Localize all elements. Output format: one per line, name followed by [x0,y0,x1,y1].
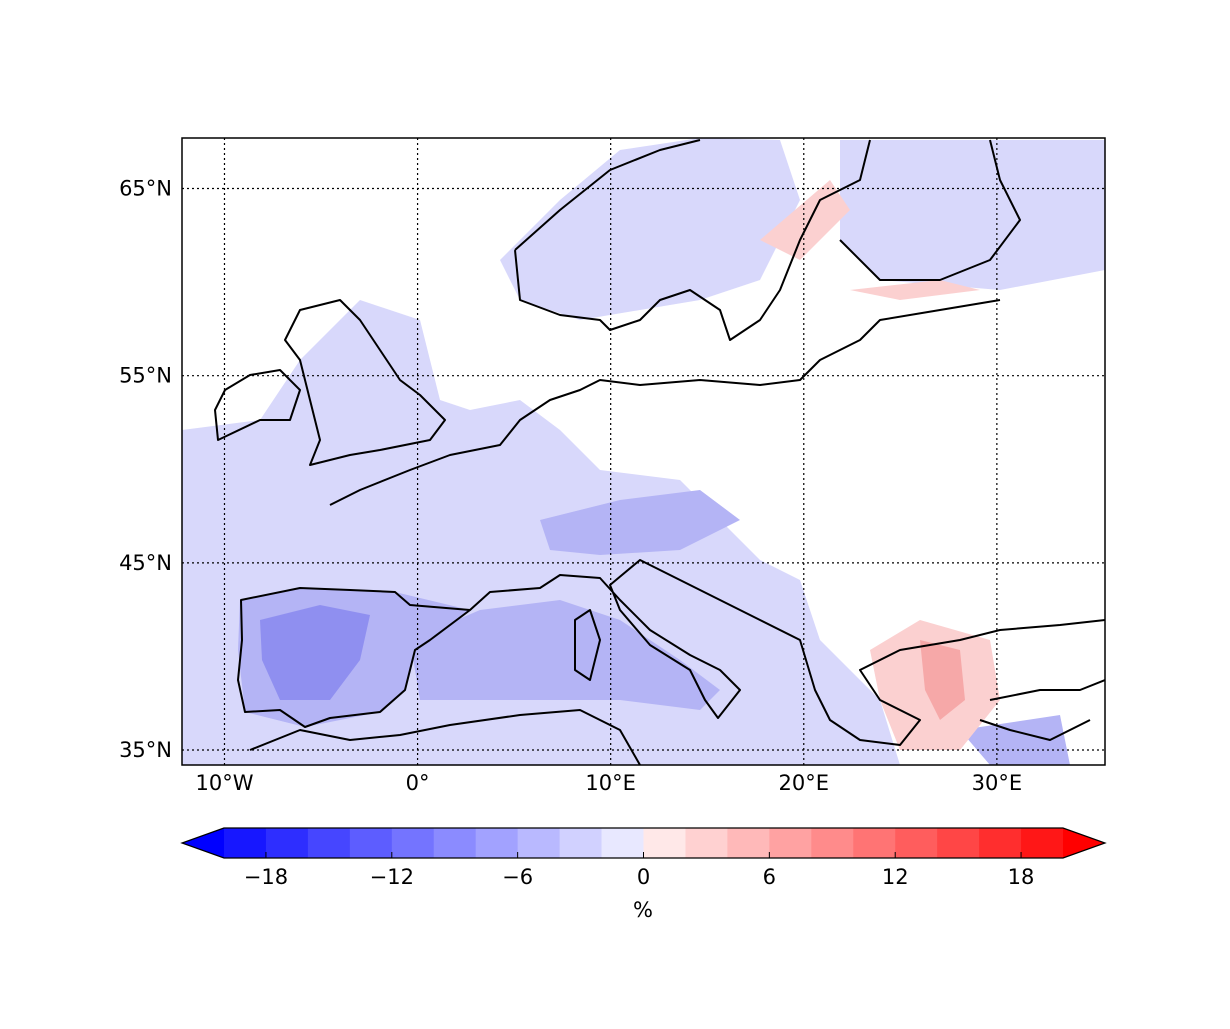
x-tick-label: 20°E [779,771,830,795]
coastline [214,369,301,441]
colorbar-tick-label: 0 [637,865,650,889]
colorbar-tick-label: 6 [763,865,776,889]
colorbar-extend-over [1063,828,1105,858]
coastline [237,587,471,728]
coastline [284,299,446,466]
colorbar-segment [895,828,938,858]
field-region [260,605,370,700]
colorbar-tick-label: −6 [502,865,533,889]
colorbar-segment [601,828,644,858]
x-tick-label: 0° [406,771,430,795]
y-tick-label: 35°N [119,738,172,762]
colorbar-label: % [633,898,653,922]
colorbar-segment [853,828,896,858]
colorbar-tick-label: 18 [1008,865,1035,889]
colorbar-segment [685,828,728,858]
colorbar-segment [643,828,686,858]
colorbar-segment [769,828,812,858]
field-region [920,640,965,720]
field-region [850,280,980,300]
y-tick-label: 65°N [119,177,172,201]
field-region [960,715,1070,765]
map-frame [181,137,1106,766]
colorbar-segment [811,828,854,858]
colorbar-segment [1021,828,1064,858]
colorbar-segment [475,828,519,858]
x-tick-label: 30°E [972,771,1023,795]
colorbar-tick-label: −12 [370,865,414,889]
colorbar-segment [433,828,477,858]
coastline [329,299,1001,506]
field-region [500,138,800,320]
map-field [182,138,1105,765]
colorbar-segment [517,828,561,858]
coastline [839,139,1021,281]
coastline [979,679,1105,741]
colorbar-segment [349,828,393,858]
colorbar-segment [937,828,980,858]
colorbar-segment [727,828,770,858]
colorbar-tick-label: −18 [244,865,288,889]
colorbar-outline [180,827,1107,859]
y-tick-label: 45°N [119,551,172,575]
colorbar-segment [391,828,435,858]
colorbar-segment [307,828,351,858]
colorbar-segment [559,828,603,858]
field-region [840,140,1105,290]
colorbar-tick-label: 12 [882,865,909,889]
colorbar-segment [265,828,309,858]
colorbar-segment [224,828,267,858]
coastline [249,709,641,765]
field-region [540,490,740,555]
x-tick-label: 10°W [195,771,253,795]
coastline [514,139,871,341]
coastline [574,609,601,681]
colorbar-segment [979,828,1022,858]
y-tick-label: 55°N [119,364,172,388]
colorbar-extend-under [182,828,224,858]
field-region [410,600,720,710]
x-tick-label: 10°E [585,771,636,795]
field-region [760,180,850,260]
coastline [469,559,1105,746]
